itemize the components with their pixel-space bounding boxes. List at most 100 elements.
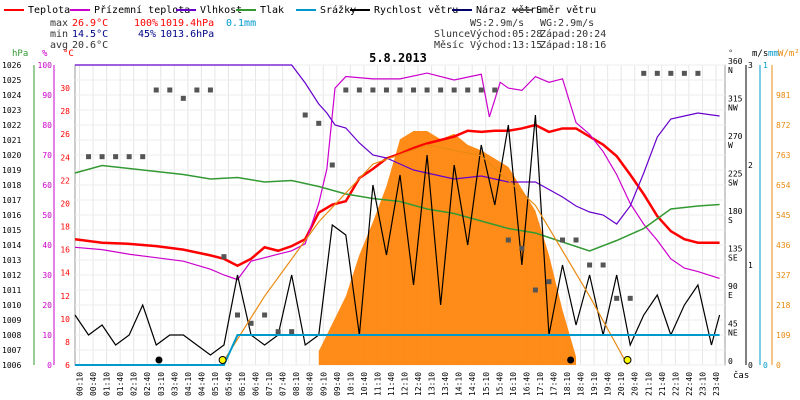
humidity-tick: 60 xyxy=(42,181,52,190)
moon-label: Měsíc xyxy=(434,39,464,51)
humidity-tick: 30 xyxy=(42,271,52,280)
wind-dir-label: S xyxy=(728,216,733,225)
series-wind-dir-point xyxy=(370,87,376,93)
wind-speed-tick: 3 xyxy=(748,61,753,70)
pressure-tick: 1024 xyxy=(2,91,21,100)
x-tick-label: 18:40 xyxy=(577,372,586,396)
solar-tick: 872 xyxy=(776,121,791,130)
x-tick-label: 20:10 xyxy=(617,372,626,396)
x-tick-label: 04:40 xyxy=(197,372,206,396)
humidity-tick: 90 xyxy=(42,91,52,100)
wind-dir-label: E xyxy=(728,291,733,300)
stat-max-label: max xyxy=(50,18,68,29)
wind-speed-tick: 2 xyxy=(748,161,753,170)
temperature-tick: 30 xyxy=(60,84,70,93)
sunrise-marker xyxy=(218,356,227,364)
series-wind-dir-point xyxy=(573,237,579,243)
solar-tick: 654 xyxy=(776,181,791,190)
series-line-rychlost-větru xyxy=(74,114,721,356)
series-wind-dir-point xyxy=(289,329,295,335)
series-wind-dir-point xyxy=(126,154,132,160)
moon-marker xyxy=(567,356,575,364)
series-wind-dir-point xyxy=(478,87,484,93)
wind-dir-tick: 315 xyxy=(728,95,743,104)
x-tick-label: 14:40 xyxy=(468,372,477,396)
pressure-tick: 1008 xyxy=(2,331,21,340)
x-tick-label: 00:10 xyxy=(76,372,85,396)
pressure-tick: 1017 xyxy=(2,196,21,205)
x-tick-label: 19:10 xyxy=(590,372,599,396)
series-wind-dir-point xyxy=(465,87,471,93)
temperature-tick: 12 xyxy=(60,292,70,301)
x-tick-label: 09:10 xyxy=(319,372,328,396)
x-tick-label: 07:10 xyxy=(265,372,274,396)
series-wind-dir-point xyxy=(248,320,254,326)
series-line-tlak xyxy=(74,164,720,252)
humidity-tick: 20 xyxy=(42,301,52,310)
series-wind-dir-point xyxy=(505,237,511,243)
rain-tick: 0 xyxy=(763,361,768,370)
stats-block: max 26.9°C 100% 1019.4hPa 0.1mm min 14.5… xyxy=(50,18,606,51)
temperature-tick: 26 xyxy=(60,130,70,139)
series-wind-dir-point xyxy=(668,70,674,76)
wind-dir-label: SW xyxy=(728,179,738,188)
x-tick-label: 11:10 xyxy=(373,372,382,396)
x-tick-label: 10:40 xyxy=(360,372,369,396)
wind-dir-tick: 270 xyxy=(728,132,743,141)
stat-max-rain: 0.1mm xyxy=(226,18,256,29)
moon-rise: Východ:13:15 xyxy=(470,39,542,51)
series-wind-dir-point xyxy=(681,70,687,76)
x-tick-label: 03:10 xyxy=(157,372,166,396)
stat-max-hum: 100% xyxy=(134,18,158,29)
series-wind-dir-point xyxy=(641,70,647,76)
series-wind-dir-point xyxy=(302,112,308,118)
humidity-tick: 40 xyxy=(42,241,52,250)
x-tick-label: 12:10 xyxy=(401,372,410,396)
x-tick-label: 03:40 xyxy=(170,372,179,396)
series-wind-dir-point xyxy=(153,87,159,93)
series-line-přízemní-teplota xyxy=(74,72,720,281)
stat-min-hum: 45% xyxy=(138,29,156,40)
axis-unit: W/m² xyxy=(778,49,800,59)
x-tick-label: 06:40 xyxy=(252,372,261,396)
series-wind-dir-point xyxy=(532,287,538,293)
wind-dir-tick: 135 xyxy=(728,245,743,254)
series-wind-dir-point xyxy=(587,262,593,268)
x-tick-label: 05:40 xyxy=(224,372,233,396)
series-wind-dir-point xyxy=(343,87,349,93)
pressure-tick: 1015 xyxy=(2,226,21,235)
pressure-tick: 1009 xyxy=(2,316,21,325)
series-wind-dir-point xyxy=(438,87,444,93)
humidity-tick: 80 xyxy=(42,121,52,130)
series-wind-dir-point xyxy=(627,295,633,301)
x-tick-label: 10:10 xyxy=(346,372,355,396)
pressure-tick: 1022 xyxy=(2,121,21,130)
series-wind-dir-point xyxy=(614,295,620,301)
x-tick-label: 16:10 xyxy=(509,372,518,396)
x-tick-label: 07:40 xyxy=(279,372,288,396)
x-tick-label: 16:40 xyxy=(522,372,531,396)
axis-unit: m/s xyxy=(752,49,768,59)
stat-min-label: min xyxy=(50,29,68,40)
series-wind-dir-point xyxy=(262,312,268,318)
series-wind-dir-point xyxy=(492,87,498,93)
plot-area xyxy=(74,64,721,366)
pressure-tick: 1014 xyxy=(2,241,21,250)
solar-tick: 436 xyxy=(776,241,791,250)
series-wind-dir-point xyxy=(194,87,200,93)
pressure-tick: 1019 xyxy=(2,166,21,175)
humidity-tick: 100 xyxy=(38,61,53,70)
wind-dir-label: NE xyxy=(728,329,738,338)
pressure-tick: 1010 xyxy=(2,301,21,310)
x-tick-label: 02:10 xyxy=(130,372,139,396)
x-tick-label: 09:40 xyxy=(333,372,342,396)
pressure-tick: 1018 xyxy=(2,181,21,190)
legend-label: Směr větru xyxy=(536,4,596,16)
x-tick-label: 22:10 xyxy=(671,372,680,396)
solar-tick: 545 xyxy=(776,211,791,220)
temperature-tick: 10 xyxy=(60,315,70,324)
series-wind-dir-point xyxy=(600,262,606,268)
series-wind-dir-point xyxy=(113,154,119,160)
pressure-tick: 1011 xyxy=(2,286,21,295)
